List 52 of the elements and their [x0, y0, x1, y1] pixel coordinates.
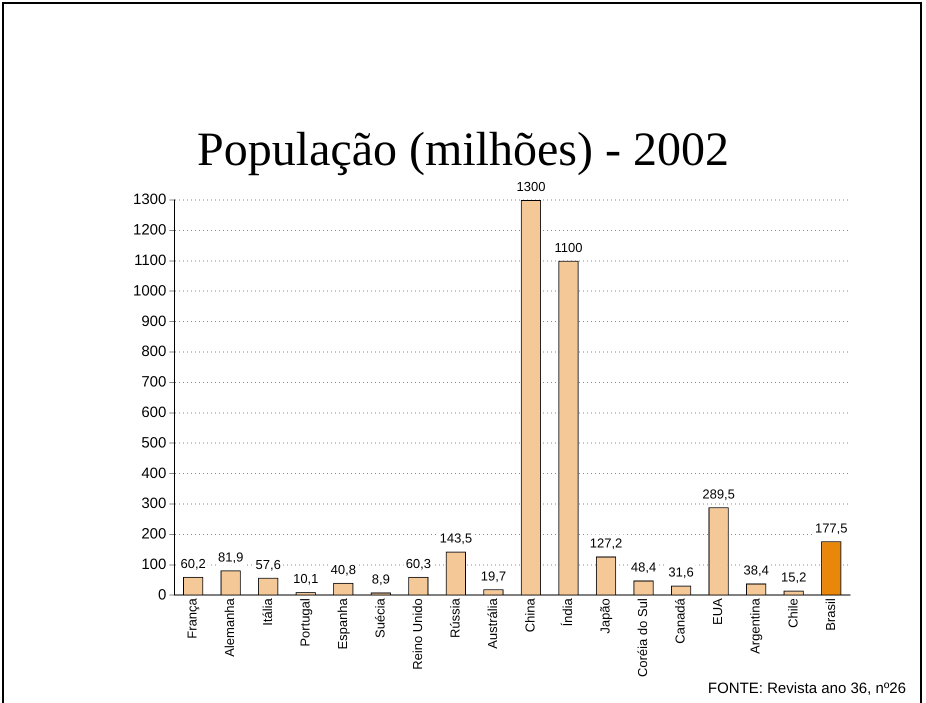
- y-tick-label: 0: [158, 586, 166, 604]
- y-tick-label: 1000: [132, 282, 166, 300]
- data-label: 10,1: [293, 571, 318, 586]
- x-tick-label: França: [184, 597, 200, 639]
- data-label: 1300: [516, 179, 546, 194]
- y-tick-label: 1200: [132, 222, 166, 239]
- data-label: 15,2: [781, 570, 806, 585]
- chart-title: População (milhões) - 2002: [196, 122, 730, 177]
- x-tick-label: Chile: [785, 598, 800, 628]
- y-tick-label: 300: [141, 495, 166, 512]
- x-tick-label: Portugal: [297, 598, 312, 647]
- data-label: 60,3: [406, 556, 432, 571]
- x-tick-label: Japão: [598, 598, 613, 634]
- data-label: 1100: [554, 240, 582, 255]
- x-tick-label: China: [522, 597, 538, 632]
- x-tick-label: Suécia: [372, 597, 388, 638]
- y-tick-label: 1300: [132, 191, 166, 208]
- x-tick-label: Austrália: [484, 597, 500, 649]
- data-label: 19,7: [480, 568, 506, 584]
- x-tick-label: Alemanha: [222, 597, 238, 657]
- data-label: 48,4: [630, 560, 656, 575]
- data-label: 31,6: [668, 564, 694, 580]
- x-tick-label: Argentina: [748, 597, 763, 654]
- data-label: 81,9: [218, 549, 244, 564]
- x-tick-label: Rússia: [447, 597, 462, 638]
- data-label: 289,5: [702, 486, 735, 502]
- x-tick-label: Índia: [560, 597, 576, 626]
- data-label: 60,2: [180, 556, 206, 572]
- y-tick-label: 700: [141, 374, 166, 391]
- data-label: 57,6: [256, 556, 281, 572]
- x-tick-label: Coréia do Sul: [635, 598, 650, 678]
- x-tick-label: Brasil: [822, 598, 838, 631]
- x-tick-label: Espanha: [334, 597, 350, 650]
- data-label: 127,2: [590, 536, 622, 551]
- y-tick-label: 900: [141, 312, 166, 330]
- data-label: 40,8: [330, 562, 356, 577]
- y-tick-label: 1100: [134, 252, 166, 269]
- data-label: 177,5: [814, 520, 848, 536]
- x-tick-label: EUA: [710, 598, 726, 625]
- y-tick-label: 800: [141, 343, 166, 360]
- data-label: 38,4: [744, 562, 769, 578]
- y-tick-label: 600: [141, 404, 166, 421]
- x-tick-label: Canadá: [672, 597, 688, 644]
- data-label: 143,5: [440, 530, 472, 546]
- y-tick-label: 100: [141, 556, 166, 573]
- x-tick-label: Reino Unido: [410, 598, 425, 670]
- y-tick-label: 200: [141, 526, 166, 543]
- source-note: FONTE: Revista ano 36, nº26: [708, 680, 906, 697]
- data-label: 8,9: [372, 572, 390, 587]
- y-tick-label: 400: [141, 464, 166, 482]
- y-tick-label: 500: [141, 434, 166, 452]
- x-tick-label: Itália: [260, 597, 275, 626]
